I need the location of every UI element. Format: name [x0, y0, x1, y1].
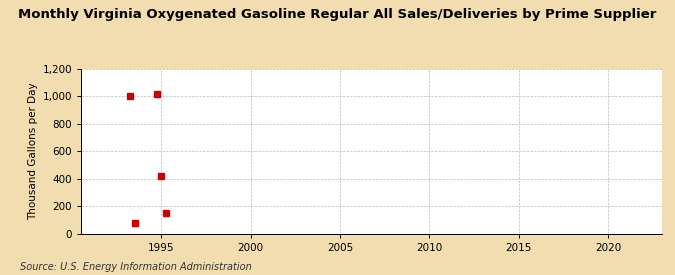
- Y-axis label: Thousand Gallons per Day: Thousand Gallons per Day: [28, 82, 38, 220]
- Text: Source: U.S. Energy Information Administration: Source: U.S. Energy Information Administ…: [20, 262, 252, 272]
- Text: Monthly Virginia Oxygenated Gasoline Regular All Sales/Deliveries by Prime Suppl: Monthly Virginia Oxygenated Gasoline Reg…: [18, 8, 657, 21]
